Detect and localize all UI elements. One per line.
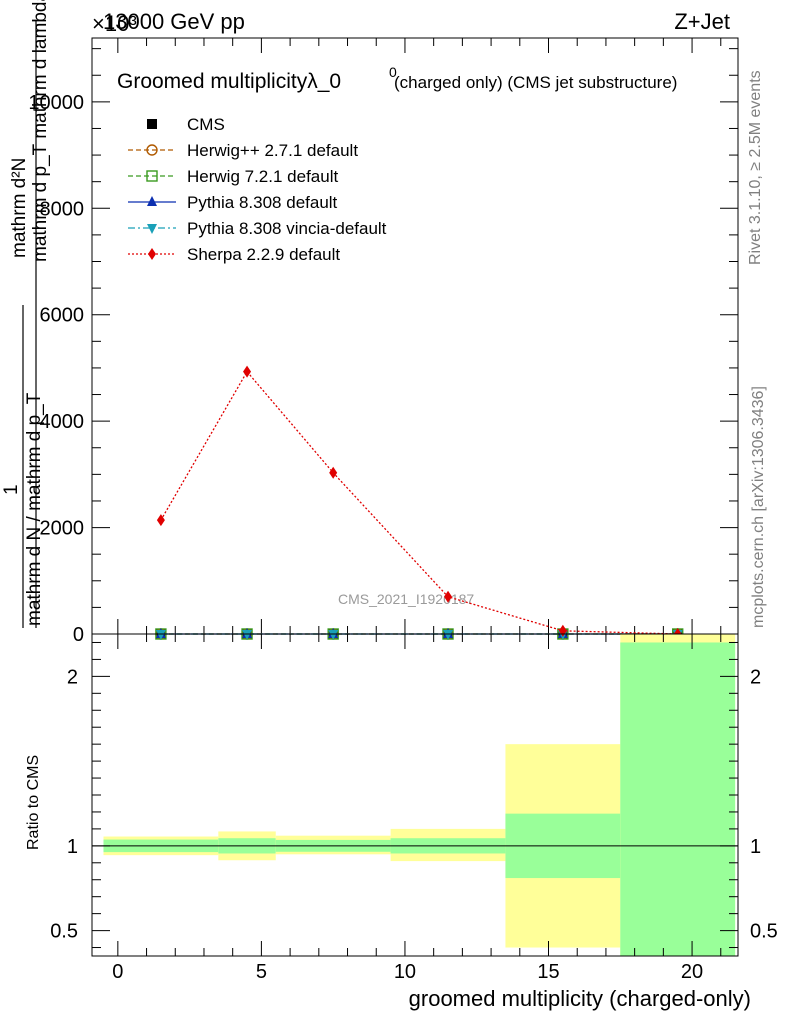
legend-label: Sherpa 2.2.9 default bbox=[187, 245, 340, 264]
legend-label: Pythia 8.308 default bbox=[187, 193, 338, 212]
ratio-y-tick-label-right: 2 bbox=[750, 666, 761, 688]
series-line bbox=[160, 370, 678, 635]
data-point bbox=[444, 590, 453, 603]
legend-marker bbox=[147, 196, 157, 206]
legend-entry: CMS bbox=[147, 115, 225, 134]
legend-marker bbox=[147, 119, 157, 129]
legend-marker bbox=[147, 224, 157, 234]
legend-entry: Herwig++ 2.7.1 default bbox=[128, 141, 358, 160]
chart-title-superscript: 0 bbox=[389, 64, 397, 80]
main-ylabel-one: 1 bbox=[1, 484, 22, 495]
y-tick-label: 0 bbox=[73, 624, 84, 646]
x-tick-label: 0 bbox=[112, 961, 123, 983]
ratio-y-tick-label-right: 1 bbox=[750, 836, 761, 858]
ratio-bands bbox=[103, 634, 736, 956]
legend-label: Herwig 7.2.1 default bbox=[187, 167, 338, 186]
y-tick-label: 10000 bbox=[28, 92, 84, 114]
chart-title: Groomed multiplicityλ_0 bbox=[117, 70, 341, 93]
data-point bbox=[443, 630, 454, 640]
legend-marker bbox=[146, 144, 158, 156]
ratio-y-tick-label: 1 bbox=[67, 836, 78, 858]
data-point bbox=[329, 466, 338, 479]
legend-marker bbox=[146, 170, 158, 182]
legend-label: CMS bbox=[187, 115, 225, 134]
y-tick-label: 8000 bbox=[40, 198, 85, 220]
y-tick-label: 2000 bbox=[40, 518, 85, 540]
data-point bbox=[242, 630, 253, 640]
chart-title-suffix: (charged only) (CMS jet substructure) bbox=[394, 73, 677, 92]
uncertainty-band-inner bbox=[620, 642, 736, 956]
legend: CMS Herwig++ 2.7.1 default Herwig 7.2.1 de… bbox=[128, 115, 387, 264]
legend-entry: Sherpa 2.2.9 default bbox=[128, 245, 340, 264]
data-point bbox=[243, 365, 252, 378]
y-tick-label: 4000 bbox=[40, 411, 85, 433]
ratio-y-tick-label-right: 0.5 bbox=[750, 921, 778, 943]
legend-label: Pythia 8.308 vincia-default bbox=[187, 219, 387, 238]
y-tick-label: 6000 bbox=[40, 305, 85, 327]
legend-entry: Herwig 7.2.1 default bbox=[128, 167, 338, 186]
mcplots-credit: mcplots.cern.ch [arXiv:1306.3436] bbox=[750, 386, 767, 628]
main-ylabel-bottom: mathrm d N / mathrm d p_T bbox=[24, 392, 45, 626]
legend-entry: Pythia 8.308 vincia-default bbox=[128, 219, 387, 238]
data-point bbox=[328, 630, 339, 640]
exponent-label: ×10³ bbox=[92, 11, 137, 36]
data-point bbox=[156, 514, 165, 527]
main-ylabel: mathrm d²N mathrm d p_T mathrm d lambda … bbox=[1, 0, 51, 628]
legend-label: Herwig++ 2.7.1 default bbox=[187, 141, 358, 160]
x-axis-label: groomed multiplicity (charged-only) bbox=[409, 986, 751, 1011]
main-ylabel-top: mathrm d²N bbox=[9, 158, 30, 258]
series-pythia-8-308-default bbox=[155, 628, 683, 638]
energy-label: 13000 GeV pp bbox=[103, 9, 245, 34]
main-ylabel-top-sub: mathrm d p_T mathrm d lambda bbox=[30, 0, 51, 262]
legend-entry: Pythia 8.308 default bbox=[128, 193, 338, 212]
x-tick-label: 5 bbox=[256, 961, 267, 983]
x-tick-label: 15 bbox=[537, 961, 559, 983]
analysis-watermark: CMS_2021_I1920187 bbox=[338, 591, 474, 607]
ratio-ylabel: Ratio to CMS bbox=[25, 755, 42, 850]
ratio-y-tick-label: 0.5 bbox=[50, 921, 78, 943]
x-tick-label: 20 bbox=[681, 961, 703, 983]
rivet-credit: Rivet 3.1.10, ≥ 2.5M events bbox=[747, 70, 764, 265]
x-tick-label: 10 bbox=[394, 961, 416, 983]
legend-marker bbox=[148, 248, 156, 260]
process-label: Z+Jet bbox=[674, 9, 730, 34]
data-point bbox=[155, 630, 166, 640]
ratio-y-tick-label: 2 bbox=[67, 666, 78, 688]
series-pythia-8-308-vincia-default bbox=[155, 630, 683, 640]
